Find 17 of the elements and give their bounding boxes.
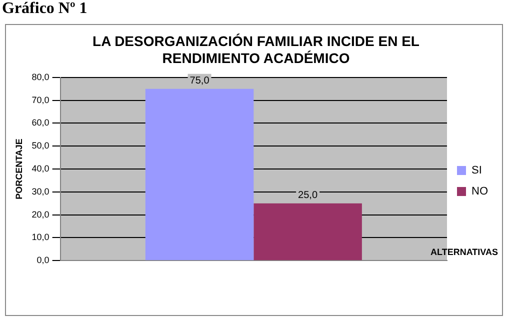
y-tick-label: 30,0 [32,186,50,196]
legend-label: NO [472,186,488,198]
y-tick-label: 40,0 [32,163,50,174]
y-tick-label: 80,0 [32,72,50,82]
y-tick-label: 0,0 [36,255,50,266]
y-tick-label: 50,0 [32,140,50,151]
y-tick-label: 70,0 [32,94,50,105]
legend-label: SI [472,164,482,177]
data-label: 25,0 [298,190,318,202]
data-label: 75,0 [190,76,210,87]
y-axis-title: PORCENTAJE [14,138,24,200]
y-tick-label: 10,0 [32,232,50,242]
x-axis-title: ALTERNATIVAS [430,247,498,257]
y-tick-label: 20,0 [32,209,50,220]
text: Gráfico Nº 1 [2,0,88,18]
y-tick-label: 60,0 [32,118,50,128]
chart-title: LA DESORGANIZACIÓN FAMILIAR INCIDE EN EL RENDIMIENTO ACADÉMICO [92,33,420,67]
